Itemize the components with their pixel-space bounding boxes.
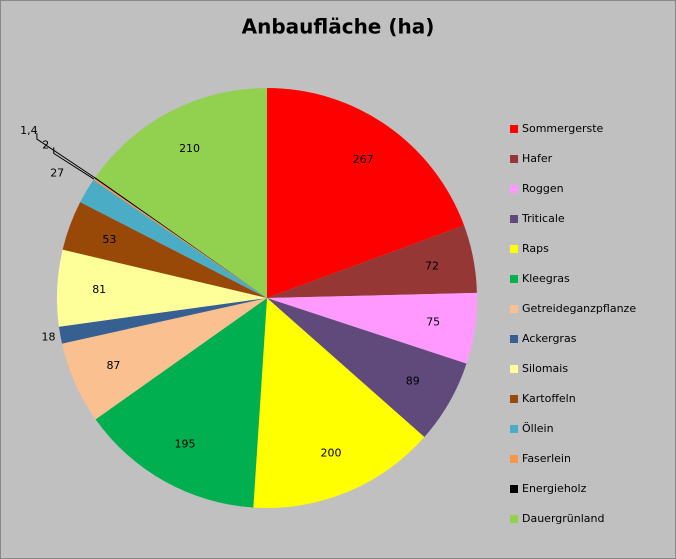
legend-label: Kartoffeln <box>522 392 576 405</box>
legend-swatch <box>510 335 518 343</box>
data-label: 195 <box>174 438 195 451</box>
leader-line <box>36 133 96 179</box>
pie-slice <box>62 298 267 420</box>
data-label: 72 <box>425 259 439 272</box>
pie-slice <box>62 202 267 298</box>
chart-title: Anbaufläche (ha) <box>242 15 435 39</box>
pie-slice <box>267 292 477 364</box>
pie-slice <box>58 298 267 344</box>
pie-slice <box>56 249 267 327</box>
data-label: 18 <box>42 330 56 343</box>
legend-label: Ackergras <box>522 332 577 345</box>
legend-swatch <box>510 125 518 133</box>
legend-label: Dauergrünland <box>522 512 604 525</box>
legend-label: Kleegras <box>522 272 570 285</box>
legend-label: Raps <box>522 242 549 255</box>
legend-label: Roggen <box>522 182 564 195</box>
legend-swatch <box>510 215 518 223</box>
legend-label: Triticale <box>521 212 565 225</box>
pie-slice <box>80 179 267 298</box>
legend-label: Öllein <box>522 422 554 435</box>
legend-swatch <box>510 395 518 403</box>
data-label: 1,4 <box>20 124 38 137</box>
data-label: 27 <box>50 166 64 179</box>
pie-slice <box>267 225 477 298</box>
legend-swatch <box>510 155 518 163</box>
legend-swatch <box>510 515 518 523</box>
legend-swatch <box>510 365 518 373</box>
data-label: 267 <box>353 153 374 166</box>
legend-swatch <box>510 275 518 283</box>
data-label: 89 <box>406 375 420 388</box>
data-label: 210 <box>179 142 200 155</box>
legend-label: Energieholz <box>522 482 587 495</box>
legend-swatch <box>510 185 518 193</box>
legend-swatch <box>510 485 518 493</box>
data-label: 87 <box>106 359 120 372</box>
pie-slice <box>267 298 467 438</box>
legend-swatch <box>510 305 518 313</box>
data-label: 200 <box>321 446 342 459</box>
legend-label: Silomais <box>522 362 568 375</box>
legend-label: Faserlein <box>522 452 571 465</box>
legend-swatch <box>510 455 518 463</box>
legend-swatch <box>510 425 518 433</box>
data-label: 53 <box>102 233 116 246</box>
pie-slice <box>93 178 267 298</box>
legend-label: Hafer <box>522 152 553 165</box>
pie-slice <box>94 177 267 298</box>
legend-swatch <box>510 245 518 253</box>
pie-slice <box>95 88 267 298</box>
legend-label: Sommergerste <box>522 122 604 135</box>
leader-line <box>53 147 95 180</box>
pie-slice <box>267 88 465 298</box>
data-label: 81 <box>92 283 106 296</box>
legend-label: Getreideganzpflanze <box>522 302 636 315</box>
pie-slice <box>253 298 425 508</box>
pie-slice <box>95 298 267 508</box>
data-label: 75 <box>426 316 440 329</box>
